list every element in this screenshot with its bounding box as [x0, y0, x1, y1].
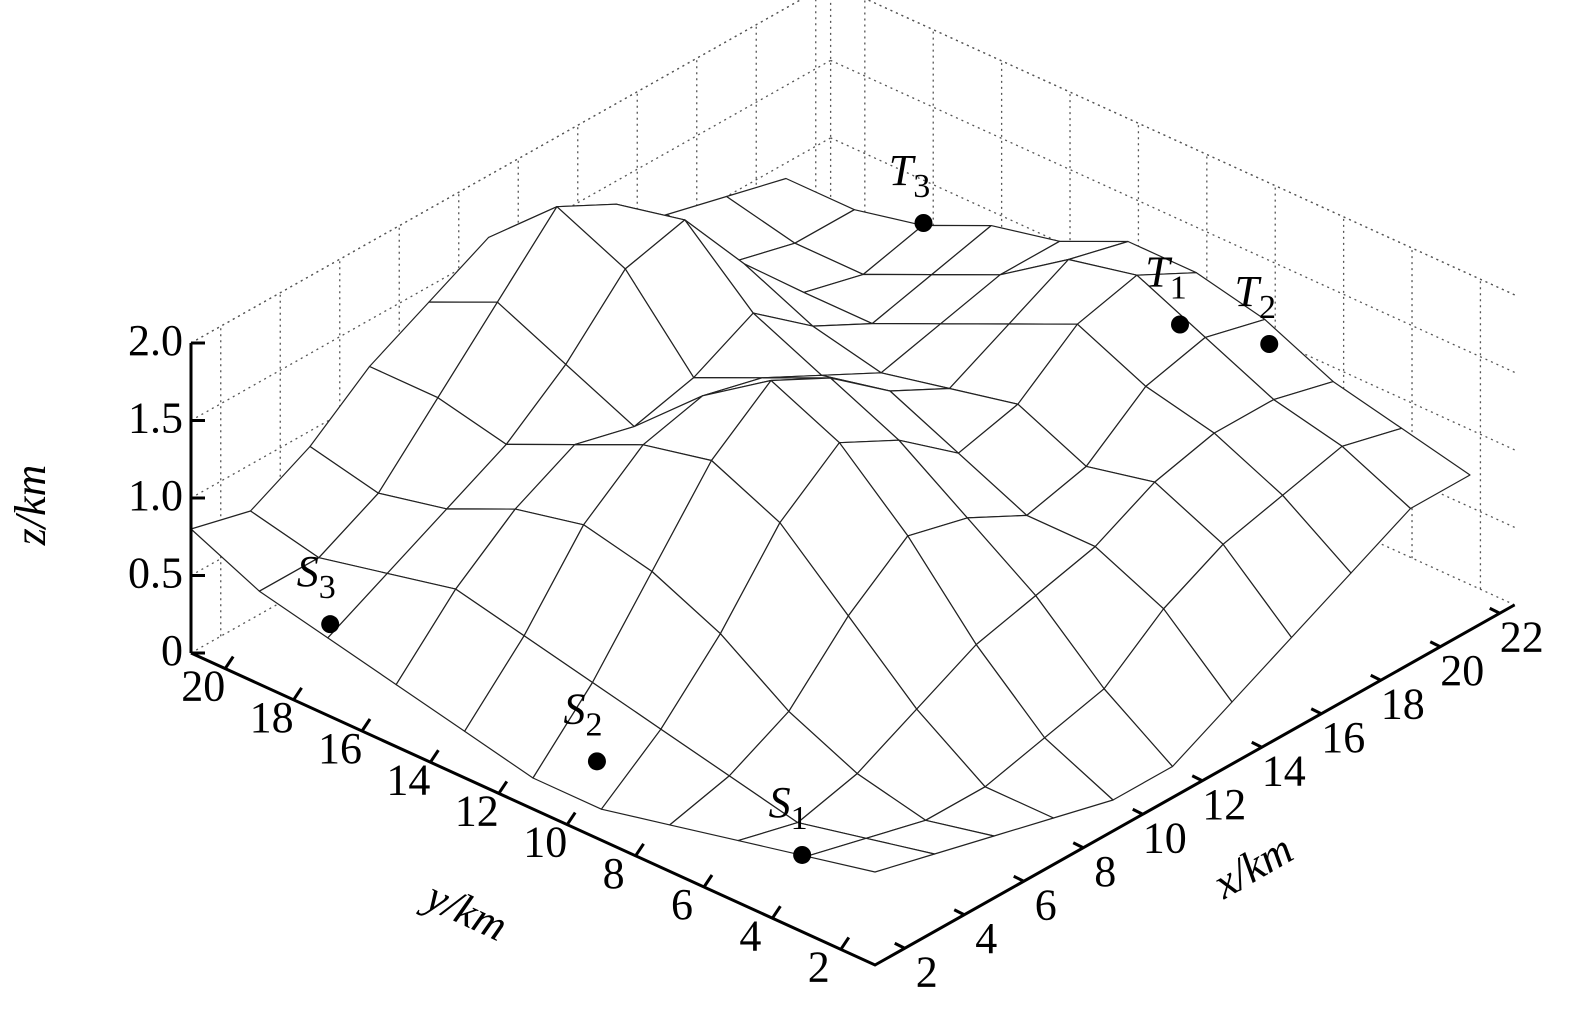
y-tick-label: 18: [250, 693, 294, 742]
point-label: S1: [769, 778, 808, 837]
y-tick: [702, 874, 714, 888]
point-label: S2: [563, 684, 602, 743]
point-marker: [793, 845, 812, 864]
z-tick-label: 1.5: [128, 394, 183, 443]
z-axis-label: z/km: [6, 465, 55, 547]
z-tick-label: 0: [161, 626, 183, 675]
y-tick: [839, 936, 851, 951]
x-tick-label: 14: [1262, 746, 1306, 795]
y-axis-label: y/km: [415, 870, 515, 951]
point-label-subscript: 3: [319, 569, 336, 606]
x-tick-label: 20: [1440, 646, 1484, 695]
x-tick: [1429, 640, 1441, 649]
x-tick-label: 16: [1321, 713, 1365, 762]
x-tick: [1013, 874, 1025, 883]
point-label-main: S: [769, 778, 791, 827]
y-tick: [771, 905, 782, 920]
x-tick: [1489, 606, 1501, 615]
x-tick-label: 6: [1035, 880, 1057, 929]
y-tick: [292, 686, 303, 701]
x-tick: [1310, 707, 1322, 716]
x-tick: [1072, 841, 1084, 850]
point-label: T3: [889, 146, 930, 205]
point-marker: [321, 615, 340, 634]
x-tick-label: 12: [1202, 780, 1246, 829]
axis-line: [190, 603, 1516, 967]
point-label-main: T: [1235, 267, 1263, 316]
y-tick-label: 20: [181, 662, 225, 711]
point-label-subscript: 1: [1170, 269, 1187, 306]
x-tick-label: 2: [916, 947, 938, 996]
point-label-subscript: 1: [791, 800, 808, 837]
y-tick-label: 2: [808, 942, 830, 991]
surface-cell: [805, 837, 936, 873]
point-label-subscript: 3: [913, 168, 930, 205]
y-tick-label: 4: [739, 911, 761, 960]
x-tick: [953, 908, 965, 917]
point-label-main: T: [1145, 248, 1173, 297]
y-tick: [429, 749, 440, 764]
x-tick-label: 4: [975, 914, 997, 963]
x-tick-label: 22: [1500, 612, 1544, 661]
point-label: T2: [1235, 267, 1276, 326]
point-label-main: S: [297, 547, 319, 596]
y-tick: [565, 811, 577, 826]
x-tick: [1132, 807, 1144, 816]
z-tick-label: 2.0: [128, 316, 183, 365]
y-tick-label: 10: [523, 818, 567, 867]
x-tick: [1191, 774, 1203, 783]
surface-layer: [190, 177, 1471, 873]
point-marker: [587, 752, 606, 771]
point-label-subscript: 2: [1259, 289, 1276, 326]
x-tick: [894, 941, 906, 950]
z-tick-label: 0.5: [128, 549, 183, 598]
x-tick: [1251, 740, 1263, 749]
x-axis-label: x/km: [1204, 824, 1301, 908]
point-label-main: S: [563, 684, 585, 733]
y-tick: [360, 718, 372, 732]
axes-layer: 246810121416182022246810121416182000.51.…: [128, 316, 1544, 996]
y-tick-label: 8: [603, 849, 625, 898]
x-tick-label: 18: [1381, 679, 1425, 728]
x-tick-label: 8: [1094, 847, 1116, 896]
y-tick-label: 16: [318, 724, 362, 773]
y-tick: [497, 780, 509, 795]
box-edge: [190, 0, 802, 344]
point-label: S3: [297, 547, 336, 606]
y-tick: [223, 655, 235, 670]
y-tick: [634, 842, 645, 857]
point-label-subscript: 2: [585, 706, 602, 743]
point-label-main: T: [889, 146, 917, 195]
z-tick-label: 1.0: [128, 471, 183, 520]
y-tick-label: 12: [455, 786, 499, 835]
y-tick-label: 14: [386, 755, 430, 804]
point-marker: [1171, 315, 1189, 334]
x-tick-label: 10: [1143, 813, 1187, 862]
point-marker: [1260, 335, 1279, 353]
x-tick: [1370, 673, 1382, 682]
point-label: T1: [1145, 248, 1186, 307]
y-tick-label: 6: [671, 880, 693, 929]
point-marker: [914, 214, 933, 232]
